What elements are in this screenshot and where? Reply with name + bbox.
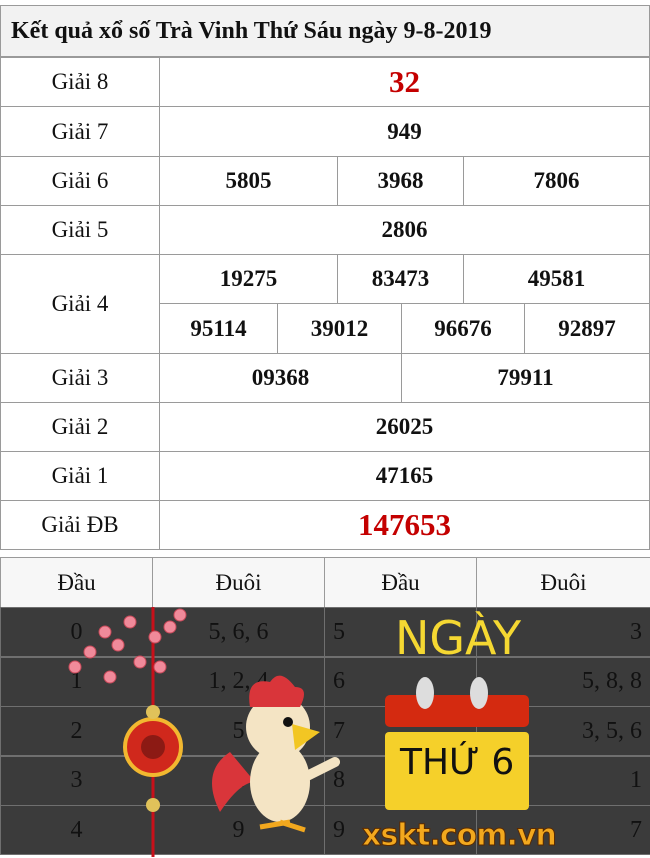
loto-tail: 3	[476, 607, 650, 657]
prize-label: Giải 1	[0, 451, 160, 501]
loto-tail: 7	[476, 805, 650, 855]
prize-4-value: 83473	[337, 254, 464, 304]
loto-tail: 5	[152, 706, 325, 756]
loto-table: Đầu Đuôi Đầu Đuôi 0 5, 6, 6 5 3 1 1, 2, 4 6 5, 8, 8…	[0, 557, 650, 857]
loto-tail: 9	[152, 805, 325, 855]
prize-label: Giải 5	[0, 205, 160, 255]
prize-8-value: 32	[159, 57, 650, 107]
prize-4-value: 19275	[159, 254, 338, 304]
loto-head: 2	[0, 706, 153, 756]
prize-6-value: 7806	[463, 156, 650, 206]
loto-head: 7	[324, 706, 477, 756]
prize-label: Giải 6	[0, 156, 160, 206]
prize-label: Giải 8	[0, 57, 160, 107]
loto-header: Đầu	[324, 557, 477, 608]
prize-4-value: 49581	[463, 254, 650, 304]
prize-4-value: 95114	[159, 303, 278, 354]
loto-tail: 1	[476, 755, 650, 806]
page-title: Kết quả xổ số Trà Vinh Thứ Sáu ngày 9-8-…	[0, 5, 650, 57]
loto-head: 8	[324, 755, 477, 806]
prize-7-value: 949	[159, 106, 650, 157]
loto-header: Đuôi	[476, 557, 650, 608]
loto-head: 5	[324, 607, 477, 657]
prize-label: Giải ĐB	[0, 500, 160, 550]
prize-3-value: 79911	[401, 353, 650, 403]
loto-tail: 2	[152, 755, 325, 806]
prize-2-value: 26025	[159, 402, 650, 452]
loto-head: 1	[0, 656, 153, 707]
prize-6-value: 5805	[159, 156, 338, 206]
loto-head: 9	[324, 805, 477, 855]
special-prize-value: 147653	[159, 500, 650, 550]
loto-tail: 3, 5, 6	[476, 706, 650, 756]
loto-head: 4	[0, 805, 153, 855]
loto-tail: 5, 6, 6	[152, 607, 325, 657]
loto-tail: 1, 2, 4	[152, 656, 325, 707]
loto-head: 6	[324, 656, 477, 707]
prize-6-value: 3968	[337, 156, 464, 206]
prize-label: Giải 2	[0, 402, 160, 452]
prize-3-value: 09368	[159, 353, 402, 403]
prize-4-value: 96676	[401, 303, 525, 354]
loto-head: 3	[0, 755, 153, 806]
loto-header: Đuôi	[152, 557, 325, 608]
prize-1-value: 47165	[159, 451, 650, 501]
prize-4-value: 92897	[524, 303, 650, 354]
prize-4-value: 39012	[277, 303, 402, 354]
loto-header: Đầu	[0, 557, 153, 608]
loto-head: 0	[0, 607, 153, 657]
prize-label: Giải 7	[0, 106, 160, 157]
prize-5-value: 2806	[159, 205, 650, 255]
loto-tail: 5, 8, 8	[476, 656, 650, 707]
prize-label: Giải 4	[0, 254, 160, 354]
prize-label: Giải 3	[0, 353, 160, 403]
